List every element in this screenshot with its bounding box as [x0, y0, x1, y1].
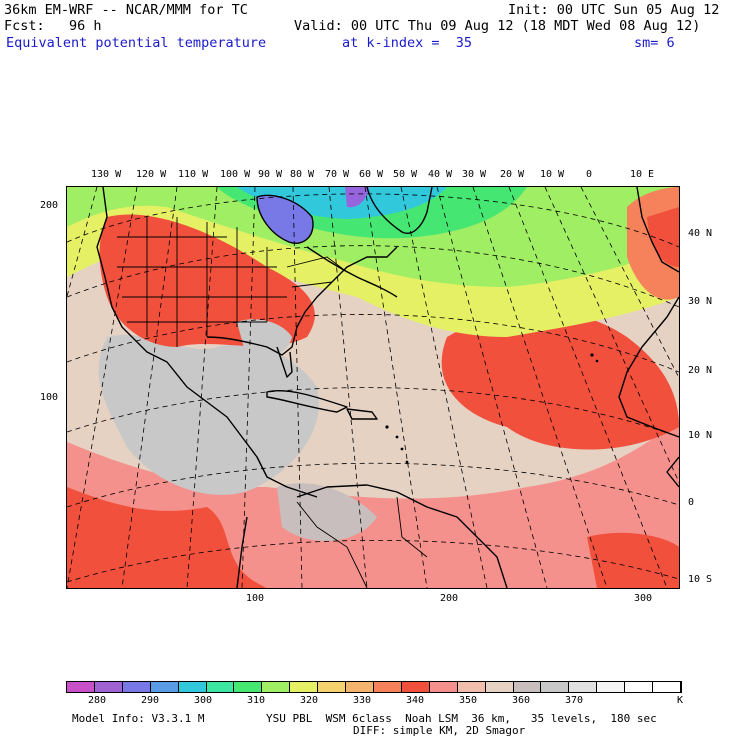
longitude-label: 10 W: [540, 169, 565, 180]
latitude-label: 0: [688, 497, 695, 508]
grid-label-y: 100: [40, 392, 59, 403]
south-america-coast: [296, 484, 508, 588]
colorbar-tick: 350: [459, 695, 478, 706]
colorbar-cell: [262, 682, 291, 692]
colorbar-tick: 300: [194, 695, 213, 706]
colorbar-cell: [457, 682, 486, 692]
colorbar-tick: 320: [300, 695, 319, 706]
colorbar-cell: [290, 682, 319, 692]
diffusion-info: DIFF: simple KM, 2D Smagor: [353, 724, 526, 737]
longitude-label: 30 W: [462, 169, 487, 180]
level-label: at k-index = 35: [342, 35, 473, 51]
colorbar-cell: [206, 682, 235, 692]
colorbar-cell: [178, 682, 207, 692]
longitude-label: 60 W: [359, 169, 384, 180]
south-atlantic-hot-patch: [587, 532, 679, 588]
colorbar-cell: [429, 682, 458, 692]
longitude-label: 90 W: [258, 169, 283, 180]
west-africa-coast: [666, 456, 679, 488]
model-info: Model Info: V3.3.1 M: [72, 712, 205, 725]
caribbean-islands: [385, 353, 599, 464]
longitude-label: 0: [586, 169, 593, 180]
latitude-label: 10 N: [688, 430, 713, 441]
colorbar-cell: [346, 682, 374, 692]
init-time: Init: 00 UTC Sun 05 Aug 12: [508, 2, 720, 18]
southern-hot-band: [67, 487, 267, 588]
andes-grey-patch: [277, 483, 377, 541]
longitude-label: 100 W: [220, 169, 251, 180]
colorbar-cell: [597, 682, 626, 692]
colorbar-cell: [234, 682, 263, 692]
latitude-label: 30 N: [688, 296, 713, 307]
longitude-label: 10 E: [630, 169, 655, 180]
colorbar-cell: [67, 682, 95, 692]
colorbar-tick: 330: [353, 695, 372, 706]
grid-label-x: 200: [440, 593, 459, 604]
theta-e-map: [66, 186, 680, 589]
state-borders: [117, 217, 428, 588]
africa-coast: [618, 296, 679, 438]
colorbar-cell: [318, 682, 347, 692]
europe-coast: [636, 187, 679, 273]
colorbar-cell: [541, 682, 570, 692]
gulf-grey-region: [98, 334, 319, 495]
labrador-coast: [306, 246, 398, 298]
colorbar: [66, 681, 682, 693]
smoothing-label: sm= 6: [634, 35, 675, 51]
hispaniola: [346, 408, 378, 420]
grid-label-y: 200: [40, 200, 59, 211]
grid-label-x: 100: [246, 593, 265, 604]
colorbar-tick: 360: [512, 695, 531, 706]
longitude-label: 70 W: [325, 169, 350, 180]
colorbar-cell: [122, 682, 151, 692]
longitude-label: 130 W: [91, 169, 122, 180]
colorbar-cell: [401, 682, 430, 692]
longitude-label: 120 W: [136, 169, 167, 180]
forecast-hour: Fcst: 96 h: [4, 18, 102, 34]
colorbar-tick: 370: [565, 695, 584, 706]
colorbar-cell: [513, 682, 542, 692]
greenland-coast: [366, 187, 433, 234]
colorbar-cell: [625, 682, 654, 692]
pacific-south-coast: [236, 516, 248, 588]
colorbar-tick: 290: [141, 695, 160, 706]
colorbar-cell: [373, 682, 402, 692]
colorbar-tick: 280: [88, 695, 107, 706]
latitude-label: 10 S: [688, 574, 713, 585]
colorbar-cell: [150, 682, 179, 692]
longitude-label: 50 W: [393, 169, 418, 180]
model-title: 36km EM-WRF -- NCAR/MMM for TC: [4, 2, 248, 18]
north-america-coast: [96, 187, 318, 498]
longitude-label: 40 W: [428, 169, 453, 180]
hudson-bay: [256, 194, 314, 244]
eastern-us-grey: [237, 319, 292, 357]
latitude-label: 20 N: [688, 365, 713, 376]
colorbar-unit: K: [677, 695, 684, 706]
northern-cyan-band: [237, 187, 447, 219]
coastlines: [96, 187, 679, 588]
colorbar-tick: 310: [247, 695, 266, 706]
longitude-label: 110 W: [178, 169, 209, 180]
gulf-coast: [206, 246, 398, 356]
atlantic-warm-tongue: [441, 310, 679, 450]
labrador-cold-patch: [345, 187, 369, 208]
europe-hot: [647, 207, 679, 267]
florida: [276, 346, 293, 378]
latitude-label: 40 N: [688, 228, 713, 239]
colorbar-cell: [653, 682, 681, 692]
colorbar-cell: [569, 682, 598, 692]
longitude-label: 80 W: [290, 169, 315, 180]
hudson-bay-cold-pool: [257, 195, 313, 244]
colorbar-cell: [485, 682, 514, 692]
longitude-label: 20 W: [500, 169, 525, 180]
valid-time: Valid: 00 UTC Thu 09 Aug 12 (18 MDT Wed …: [294, 18, 701, 34]
field-name: Equivalent potential temperature: [6, 35, 267, 51]
physics-info: YSU PBL WSM 6class Noah LSM 36 km, 35 le…: [266, 712, 657, 725]
grid-label-x: 300: [634, 593, 653, 604]
colorbar-cell: [94, 682, 123, 692]
cuba: [266, 389, 348, 413]
colorbar-tick: 340: [406, 695, 425, 706]
